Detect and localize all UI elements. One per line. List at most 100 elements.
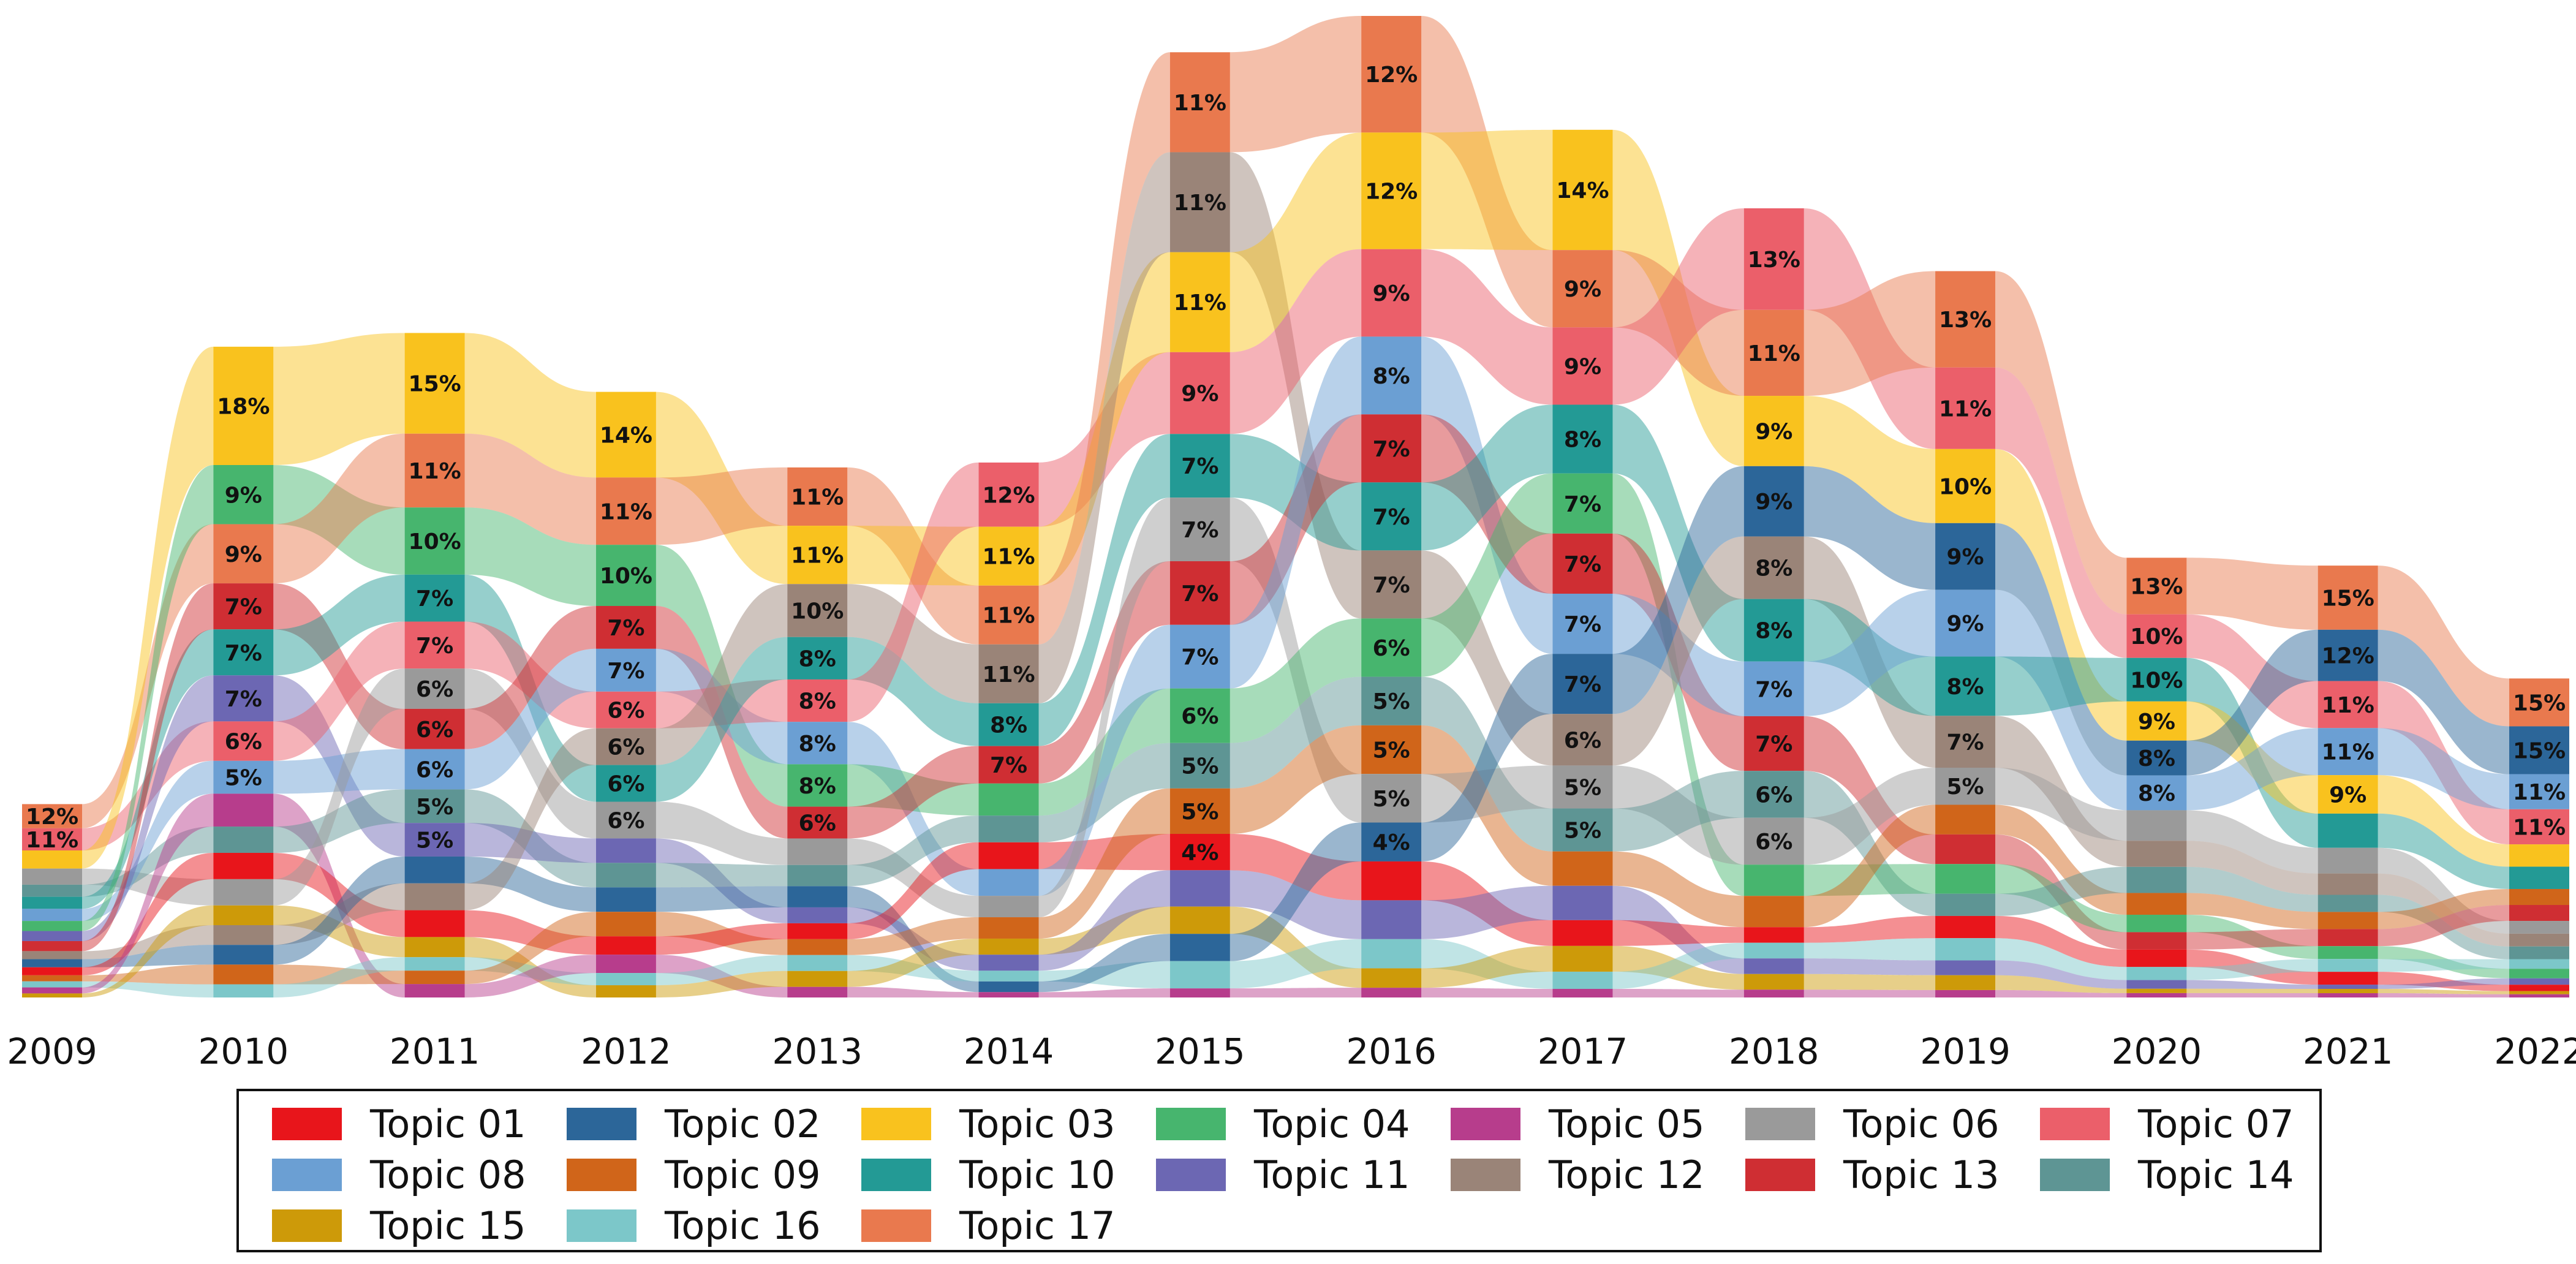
segment-topic-14-2013 — [787, 865, 848, 887]
segment-topic-02-2011 — [404, 856, 465, 884]
flow-topic-02-2017-2018 — [1612, 466, 1744, 714]
data-label-topic-12-2015: 11% — [1174, 191, 1226, 216]
flow-topic-13-2021-2022 — [2378, 905, 2509, 947]
flow-topic-08-2015-2016 — [1229, 336, 1362, 689]
flow-topic-14-2013-2014 — [847, 816, 979, 887]
segment-topic-02-2012 — [595, 887, 656, 912]
flow-topic-06-2012-2013 — [655, 801, 788, 865]
segment-topic-01-2014 — [978, 842, 1039, 869]
flow-topic-16-2014-2015 — [1038, 961, 1170, 989]
flow-topic-08-2010-2011 — [273, 749, 405, 794]
data-label-topic-06-2017: 5% — [1564, 775, 1601, 800]
flow-topic-09-2015-2016 — [1229, 725, 1362, 834]
segment-topic-12-2010 — [213, 925, 274, 945]
flow-topic-05-2018-2019 — [1804, 990, 1936, 997]
x-tick-label-2015: 2015 — [1155, 1031, 1245, 1072]
flow-topic-12-2018-2019 — [1804, 536, 1936, 768]
segment-topic-06-2020 — [2126, 810, 2187, 841]
segment-topic-03-2016 — [1361, 132, 1422, 249]
segment-topic-06-2019 — [1935, 768, 1996, 805]
segment-topic-07-2011 — [404, 621, 465, 669]
segment-topic-15-2018 — [1743, 974, 1804, 990]
segment-topic-09-2011 — [404, 971, 465, 985]
x-tick-label-2020: 2020 — [2112, 1031, 2202, 1072]
data-label-topic-17-2017: 9% — [1564, 277, 1601, 302]
flow-topic-10-2010-2011 — [273, 574, 405, 676]
data-label-topic-03-2017: 14% — [1556, 178, 1609, 203]
flow-topic-04-2015-2016 — [1229, 618, 1362, 743]
segment-topic-04-2012 — [595, 545, 656, 607]
flow-topic-02-2013-2014 — [847, 886, 979, 993]
flow-topic-02-2020-2021 — [2186, 629, 2318, 776]
flow-topic-03-2015-2016 — [1229, 132, 1362, 352]
flow-topic-05-2016-2017 — [1421, 988, 1553, 997]
flow-topic-04-2009-2010 — [82, 464, 214, 931]
flow-topic-15-2013-2014 — [847, 938, 979, 987]
flow-topic-05-2013-2014 — [847, 986, 979, 997]
flow-topic-08-2017-2018 — [1612, 593, 1744, 716]
data-label-topic-12-2019: 7% — [1947, 730, 1984, 755]
flow-topic-14-2020-2021 — [2186, 866, 2318, 912]
x-tick-label-2018: 2018 — [1729, 1031, 1819, 1072]
segment-topic-17-2014 — [978, 585, 1039, 645]
segment-topic-11-2010 — [213, 675, 274, 722]
flow-topic-09-2019-2020 — [1995, 804, 2127, 915]
legend-label-topic-07: Topic 07 — [2137, 1102, 2294, 1146]
data-label-topic-08-2022: 11% — [2513, 780, 2566, 805]
flow-topic-09-2009-2010 — [82, 964, 214, 985]
data-label-topic-07-2015: 9% — [1181, 382, 1218, 407]
segment-topic-16-2014 — [978, 971, 1039, 982]
segment-topic-08-2013 — [787, 722, 848, 765]
flow-topic-14-2014-2015 — [1038, 743, 1170, 842]
flow-topic-04-2010-2011 — [273, 464, 405, 575]
legend-swatch-topic-09 — [567, 1159, 636, 1191]
segment-topic-15-2016 — [1361, 968, 1422, 988]
segment-topic-12-2011 — [404, 883, 465, 910]
flow-topic-16-2021-2022 — [2378, 959, 2509, 972]
segment-topic-13-2009 — [22, 940, 82, 952]
segment-topic-13-2012 — [595, 606, 656, 649]
segment-topic-05-2016 — [1361, 988, 1422, 997]
segment-topic-15-2013 — [787, 971, 848, 987]
segment-topic-08-2015 — [1169, 624, 1230, 689]
legend-swatch-topic-14 — [2040, 1159, 2110, 1191]
flow-topic-06-2014-2015 — [1038, 498, 1170, 918]
segment-topic-09-2013 — [787, 939, 848, 955]
segment-topic-07-2019 — [1935, 367, 1996, 449]
data-label-topic-10-2011: 7% — [416, 586, 453, 611]
segment-topic-01-2010 — [213, 852, 274, 879]
data-label-topic-13-2017: 7% — [1564, 552, 1601, 577]
flow-topic-10-2009-2010 — [82, 629, 214, 909]
data-label-topic-17-2011: 11% — [409, 459, 461, 484]
segment-topic-01-2018 — [1743, 927, 1804, 943]
segment-topic-01-2020 — [2126, 949, 2187, 967]
data-label-topic-17-2010: 9% — [225, 542, 262, 567]
flow-topic-10-2018-2019 — [1804, 599, 1936, 716]
data-label-topic-13-2012: 7% — [607, 616, 644, 641]
flow-topic-11-2010-2011 — [273, 675, 405, 857]
flow-topic-07-2016-2017 — [1421, 249, 1553, 405]
flow-topic-04-2016-2017 — [1421, 473, 1553, 677]
data-label-topic-02-2016: 4% — [1373, 830, 1410, 855]
data-label-topic-06-2018: 6% — [1755, 830, 1792, 855]
flow-layer — [82, 16, 2509, 997]
legend-label-topic-03: Topic 03 — [959, 1102, 1116, 1146]
segment-topic-04-2010 — [213, 464, 274, 524]
segment-topic-13-2021 — [2317, 929, 2378, 947]
legend-label-topic-13: Topic 13 — [1843, 1152, 2000, 1197]
segment-topic-12-2009 — [22, 951, 82, 959]
x-tick-label-2009: 2009 — [7, 1031, 97, 1072]
segment-topic-07-2015 — [1169, 352, 1230, 434]
segment-topic-17-2010 — [213, 524, 274, 584]
segment-topic-14-2015 — [1169, 743, 1230, 789]
flow-topic-09-2017-2018 — [1612, 851, 1744, 928]
flow-topic-06-2018-2019 — [1804, 768, 1936, 865]
segment-topic-03-2020 — [2126, 701, 2187, 741]
segment-topic-17-2015 — [1169, 52, 1230, 153]
flow-topic-04-2012-2013 — [655, 545, 788, 807]
segment-topic-13-2017 — [1552, 533, 1613, 594]
data-label-topic-02-2017: 7% — [1564, 672, 1601, 697]
segment-topic-11-2014 — [978, 955, 1039, 971]
segment-topic-02-2018 — [1743, 466, 1804, 537]
flow-topic-10-2020-2021 — [2186, 657, 2318, 848]
